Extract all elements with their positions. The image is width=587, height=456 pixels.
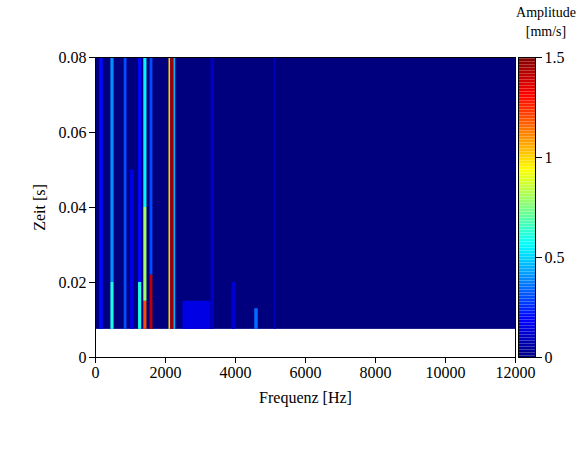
svg-text:2000: 2000 (150, 364, 182, 381)
svg-text:10000: 10000 (426, 364, 466, 381)
svg-text:6000: 6000 (290, 364, 322, 381)
svg-text:0.08: 0.08 (59, 49, 87, 66)
svg-text:Frequenz [Hz]: Frequenz [Hz] (259, 389, 352, 407)
svg-text:4000: 4000 (220, 364, 252, 381)
svg-text:8000: 8000 (360, 364, 392, 381)
svg-text:0: 0 (79, 349, 87, 366)
svg-text:0: 0 (545, 349, 553, 366)
svg-text:Zeit [s]: Zeit [s] (31, 184, 48, 231)
html-text:[mm/s]: [mm/s] (525, 24, 567, 39)
svg-text:0: 0 (92, 364, 100, 381)
html-text:Amplitude: Amplitude (516, 5, 576, 20)
svg-text:0.5: 0.5 (545, 249, 565, 266)
svg-text:0.04: 0.04 (59, 199, 87, 216)
svg-text:12000: 12000 (496, 364, 536, 381)
svg-text:0.02: 0.02 (59, 274, 87, 291)
svg-text:1: 1 (545, 149, 553, 166)
svg-text:1.5: 1.5 (545, 49, 565, 66)
svg-text:0.06: 0.06 (59, 124, 87, 141)
